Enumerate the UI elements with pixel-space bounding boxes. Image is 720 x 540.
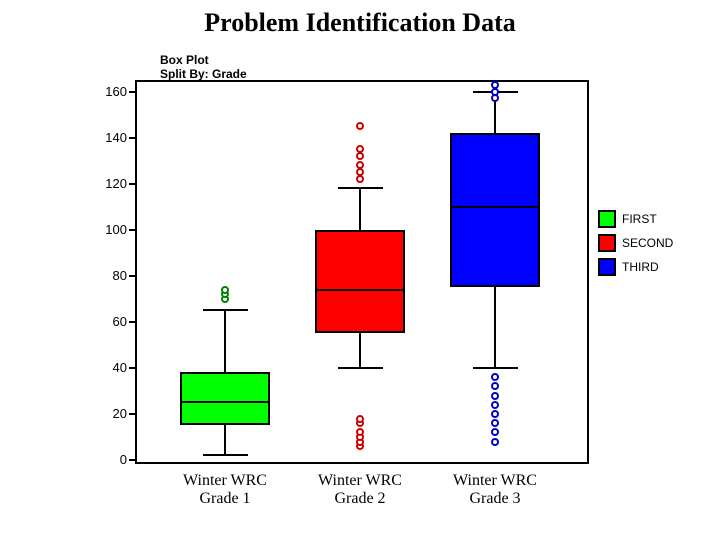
y-tick-mark <box>129 91 135 93</box>
box <box>315 230 405 334</box>
y-tick-label: 100 <box>97 222 127 237</box>
box <box>450 133 540 287</box>
legend-item: THIRD <box>598 258 673 276</box>
outlier-point <box>356 415 364 423</box>
y-tick-label: 60 <box>97 314 127 329</box>
median-line <box>450 206 540 208</box>
legend-swatch <box>598 258 616 276</box>
legend-label: SECOND <box>622 236 673 250</box>
legend-label: FIRST <box>622 212 657 226</box>
outlier-point <box>491 410 499 418</box>
y-tick-label: 40 <box>97 360 127 375</box>
outlier-point <box>491 392 499 400</box>
y-tick-label: 140 <box>97 130 127 145</box>
chart-subtitle: Box Plot Split By: Grade <box>160 53 247 82</box>
y-tick-mark <box>129 229 135 231</box>
y-tick-label: 20 <box>97 406 127 421</box>
whisker-cap <box>338 187 383 189</box>
x-category-label: Winter WRCGrade 1 <box>165 472 285 508</box>
outlier-point <box>491 401 499 409</box>
y-tick-mark <box>129 321 135 323</box>
whisker-cap <box>338 367 383 369</box>
y-tick-mark <box>129 275 135 277</box>
whisker-cap <box>473 367 518 369</box>
outlier-point <box>356 122 364 130</box>
y-tick-mark <box>129 183 135 185</box>
y-tick-label: 80 <box>97 268 127 283</box>
y-tick-label: 160 <box>97 84 127 99</box>
legend-swatch <box>598 210 616 228</box>
legend: FIRST SECOND THIRD <box>598 210 673 282</box>
outlier-point <box>356 175 364 183</box>
median-line <box>315 289 405 291</box>
outlier-point <box>491 438 499 446</box>
box <box>180 372 270 425</box>
outlier-point <box>221 286 229 294</box>
y-tick-label: 0 <box>97 452 127 467</box>
legend-label: THIRD <box>622 260 659 274</box>
subtitle-line-1: Box Plot <box>160 53 247 67</box>
page-title: Problem Identification Data <box>0 8 720 38</box>
whisker-cap <box>203 309 248 311</box>
outlier-point <box>356 152 364 160</box>
legend-swatch <box>598 234 616 252</box>
y-tick-mark <box>129 137 135 139</box>
x-category-label: Winter WRCGrade 3 <box>435 472 555 508</box>
legend-item: SECOND <box>598 234 673 252</box>
y-tick-mark <box>129 367 135 369</box>
median-line <box>180 401 270 403</box>
y-tick-mark <box>129 413 135 415</box>
y-tick-mark <box>129 459 135 461</box>
x-category-label: Winter WRCGrade 2 <box>300 472 420 508</box>
legend-item: FIRST <box>598 210 673 228</box>
whisker-cap <box>203 454 248 456</box>
y-tick-label: 120 <box>97 176 127 191</box>
